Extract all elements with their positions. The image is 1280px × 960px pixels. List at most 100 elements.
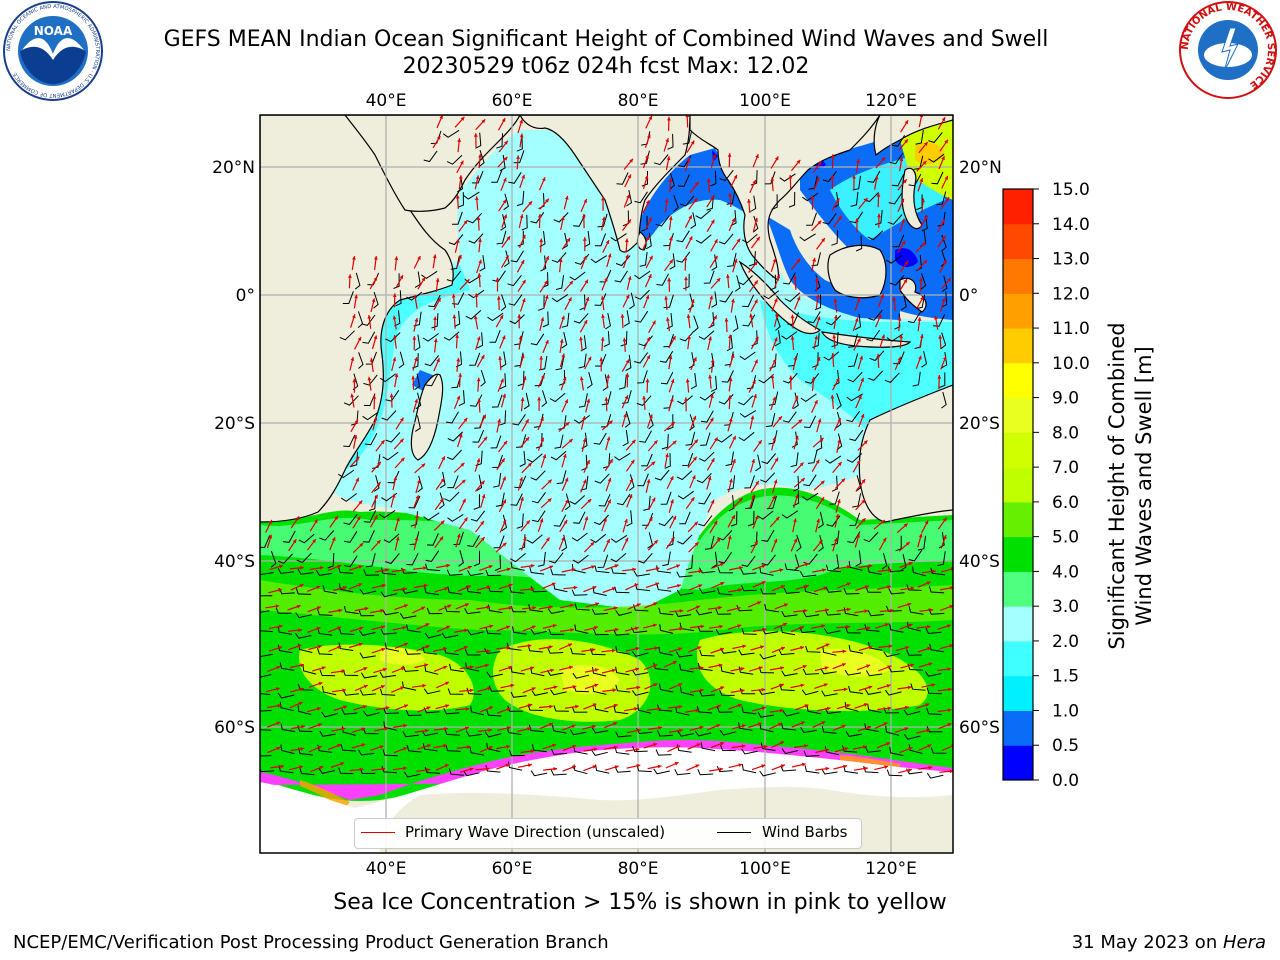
wave-direction-arrowhead xyxy=(483,436,488,441)
wind-barb xyxy=(653,154,669,166)
wind-barb xyxy=(485,569,502,577)
wave-direction-arrowhead xyxy=(727,153,732,157)
wave-direction-arrowhead xyxy=(363,684,368,689)
footer-date-text: 31 May 2023 on xyxy=(1071,932,1223,953)
wave-direction-arrowhead xyxy=(672,515,677,520)
wave-direction-arrowhead xyxy=(564,195,569,200)
wind-barb xyxy=(738,666,754,675)
wave-direction-arrowhead xyxy=(545,340,549,344)
wave-direction-arrowhead xyxy=(814,277,819,282)
wave-direction-arrowhead xyxy=(835,514,840,518)
wind-barb xyxy=(541,390,548,407)
wind-barb xyxy=(486,671,504,678)
wind-barb xyxy=(362,411,379,421)
wind-barb xyxy=(430,130,442,144)
wave-direction-arrowhead xyxy=(379,745,384,749)
wind-barb xyxy=(454,310,461,327)
wave-direction-arrowhead xyxy=(741,724,746,728)
wind-barb xyxy=(414,373,421,391)
wave-direction-arrowhead xyxy=(403,604,408,608)
wind-barb xyxy=(781,510,798,519)
wave-direction-arrowhead xyxy=(469,665,474,669)
wave-direction-arrowhead xyxy=(553,767,558,771)
wave-direction-arrowhead xyxy=(414,398,419,403)
wind-barb xyxy=(833,554,840,571)
wave-direction-arrowhead xyxy=(614,627,619,632)
wave-direction-arrowhead xyxy=(316,585,321,590)
wave-direction-arrowhead xyxy=(385,568,389,572)
wave-direction-arrowhead xyxy=(321,666,326,670)
wave-direction-arrowhead xyxy=(607,253,612,258)
wind-barb xyxy=(926,726,943,733)
wave-direction-arrowhead xyxy=(382,667,387,672)
wave-direction-arrowhead xyxy=(837,462,842,466)
wind-barb xyxy=(298,533,315,544)
wind-barb xyxy=(755,454,762,472)
wind-barb xyxy=(848,561,863,571)
wave-direction-arrowhead xyxy=(772,258,777,263)
wave-direction-arrowhead xyxy=(280,764,285,769)
wave-direction-arrowhead xyxy=(696,605,700,610)
wave-direction-arrowhead xyxy=(810,195,815,200)
wave-direction-arrowhead xyxy=(800,721,805,725)
wind-barb xyxy=(595,764,610,774)
colorbar-bin xyxy=(1003,432,1033,468)
wind-barb xyxy=(358,630,376,636)
wave-direction-arrowhead xyxy=(666,156,671,161)
wave-direction-arrowhead xyxy=(624,238,629,243)
wave-direction-arrowhead xyxy=(878,314,882,319)
primary-wave-legend-label: Primary Wave Direction (unscaled) xyxy=(405,823,666,841)
wind-barb xyxy=(578,393,588,408)
wind-barb xyxy=(380,591,398,598)
wind-barb xyxy=(765,412,776,428)
wave-direction-arrowhead xyxy=(625,294,630,299)
wind-barb xyxy=(550,450,567,461)
wind-barb xyxy=(569,729,587,736)
wave-direction-arrowhead xyxy=(520,354,525,359)
wave-direction-arrowhead xyxy=(884,623,889,627)
wave-direction-arrowhead xyxy=(880,294,884,299)
wave-direction-arrowhead xyxy=(884,765,888,769)
wave-direction-arrowhead xyxy=(648,517,653,522)
wind-barb xyxy=(443,331,460,341)
wave-direction-arrowhead xyxy=(446,625,450,630)
southern-swell-peak-2 xyxy=(380,648,425,665)
wave-direction-arrowhead xyxy=(924,520,929,525)
wave-direction-arrowhead xyxy=(720,742,725,746)
wind-barb xyxy=(928,132,943,144)
wave-direction-arrowhead xyxy=(819,437,824,442)
wind-barb xyxy=(750,195,757,212)
wave-direction-arrowhead xyxy=(369,358,374,362)
wind-barb xyxy=(550,769,567,776)
wind-barb xyxy=(676,589,694,596)
wave-direction-arrowhead xyxy=(903,279,907,283)
wind-barb xyxy=(804,585,819,596)
wind-barb xyxy=(584,231,591,248)
wave-direction-arrowhead xyxy=(520,497,524,501)
wind-barb xyxy=(363,710,380,717)
wind-barb xyxy=(698,492,712,505)
wave-direction-arrowhead xyxy=(846,624,851,629)
wind-barb xyxy=(783,587,800,594)
wave-direction-arrowhead xyxy=(603,517,607,522)
wind-barb xyxy=(615,666,630,676)
wave-direction-arrowhead xyxy=(569,665,573,670)
wave-direction-arrowhead xyxy=(394,373,399,378)
wave-direction-arrowhead xyxy=(922,161,927,165)
wave-direction-arrowhead xyxy=(422,683,426,688)
wave-direction-arrowhead xyxy=(358,583,362,587)
wind-barb xyxy=(823,628,841,635)
wind-barb xyxy=(491,394,503,408)
wave-direction-arrowhead xyxy=(922,241,926,246)
wind-barb xyxy=(843,588,860,595)
wave-direction-arrowhead xyxy=(436,358,440,363)
wave-direction-arrowhead xyxy=(949,644,953,648)
wave-direction-arrowhead xyxy=(881,157,886,162)
wave-direction-arrowhead xyxy=(947,723,952,727)
wave-direction-arrowhead xyxy=(897,317,902,321)
wave-direction-arrowhead xyxy=(793,356,798,361)
wave-direction-arrowhead xyxy=(795,494,799,499)
wind-barb xyxy=(863,531,879,543)
wind-barb xyxy=(479,255,486,272)
wave-direction-arrowhead xyxy=(925,703,930,707)
